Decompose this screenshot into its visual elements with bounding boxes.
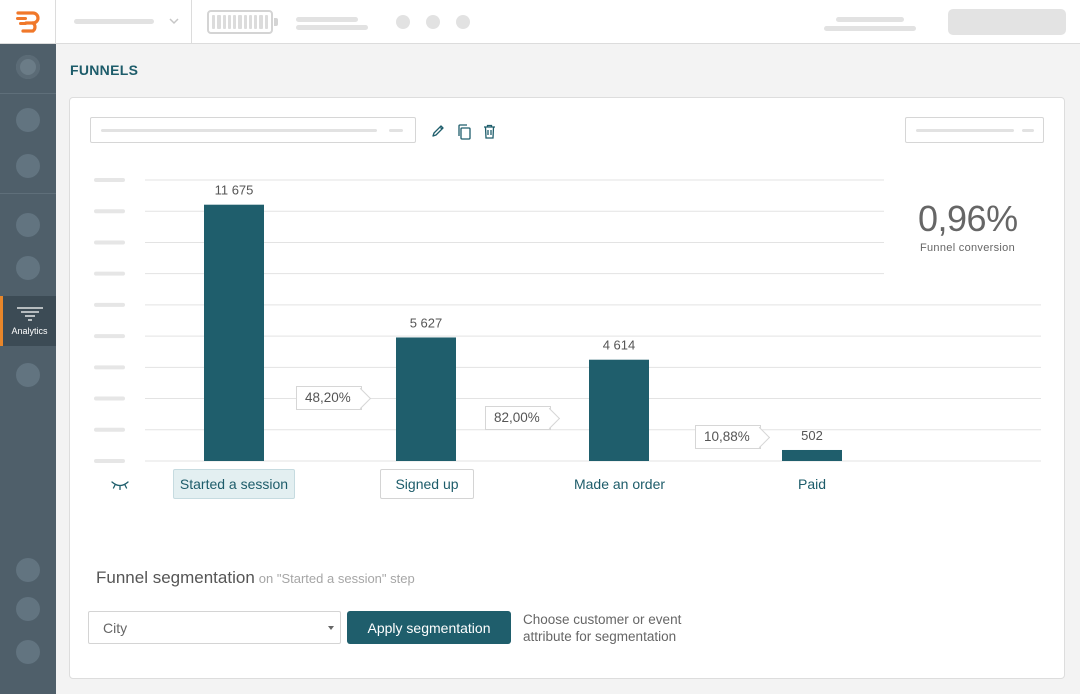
sidebar-divider <box>0 93 56 94</box>
funnel-name-field[interactable] <box>90 117 416 143</box>
app-logo[interactable] <box>0 0 56 44</box>
step-started-a-session[interactable]: Started a session <box>173 469 295 499</box>
apply-segmentation-button[interactable]: Apply segmentation <box>347 611 511 644</box>
sidebar-item-dot-icon[interactable] <box>16 256 40 280</box>
pencil-icon[interactable] <box>430 123 446 139</box>
segmentation-subtitle: on "Started a session" step <box>258 571 415 586</box>
field-placeholder-line <box>101 129 377 132</box>
topbar-placeholder-line <box>296 17 358 22</box>
topbar-dot-icon[interactable] <box>426 15 440 29</box>
topbar-placeholder-line <box>836 17 904 22</box>
trash-icon[interactable] <box>481 123 497 139</box>
sidebar-item-profile[interactable] <box>16 55 40 79</box>
copy-icon[interactable] <box>456 123 472 140</box>
topbar-placeholder-line <box>296 25 368 30</box>
logo-icon <box>15 11 40 33</box>
sidebar-item-dot-icon[interactable] <box>16 213 40 237</box>
segmentation-attribute-select[interactable]: City <box>88 611 341 644</box>
field-placeholder-line <box>916 129 1014 132</box>
top-bar <box>0 0 1080 44</box>
sidebar-item-analytics[interactable]: Analytics <box>0 296 56 346</box>
usage-battery <box>207 10 278 34</box>
conversion-rate-badge: 48,20% <box>296 386 362 410</box>
sidebar-item-dot-icon[interactable] <box>16 640 40 664</box>
sidebar-item-dot-icon[interactable] <box>16 597 40 621</box>
sidebar-divider <box>0 193 56 194</box>
project-select[interactable] <box>56 0 192 44</box>
sidebar-item-dot-icon[interactable] <box>16 363 40 387</box>
step-made-an-order[interactable]: Made an order <box>573 476 666 492</box>
topbar-dot-icon[interactable] <box>396 15 410 29</box>
sidebar: Analytics <box>0 44 56 694</box>
step-signed-up[interactable]: Signed up <box>380 469 474 499</box>
funnel-icon <box>16 307 43 321</box>
segmentation-hint: Choose customer or event attribute for s… <box>523 612 682 644</box>
funnel-conversion-label: Funnel conversion <box>920 242 1015 254</box>
field-placeholder-line <box>389 129 403 132</box>
sidebar-item-dot-icon[interactable] <box>16 154 40 178</box>
project-select-placeholder <box>74 19 154 24</box>
page-title: FUNNELS <box>70 62 139 78</box>
caret-down-icon <box>328 626 334 630</box>
eye-closed-icon[interactable] <box>110 478 130 492</box>
sidebar-item-dot-icon[interactable] <box>16 558 40 582</box>
sidebar-item-label: Analytics <box>11 326 48 336</box>
conversion-rate-badge: 82,00% <box>485 406 551 430</box>
segmentation-title-text: Funnel segmentation <box>96 568 255 587</box>
segmentation-select-value: City <box>103 619 128 636</box>
step-paid[interactable]: Paid <box>797 476 827 492</box>
funnel-card <box>69 97 1065 679</box>
chevron-down-icon <box>169 18 179 25</box>
topbar-dot-icon[interactable] <box>456 15 470 29</box>
topbar-action-button[interactable] <box>948 9 1066 35</box>
conversion-rate-badge: 10,88% <box>695 425 761 449</box>
funnel-conversion-value: 0,96% <box>918 198 1018 239</box>
segmentation-title: Funnel segmentation on "Started a session… <box>96 568 415 588</box>
field-placeholder-line <box>1022 129 1034 132</box>
topbar-placeholder-line <box>824 26 916 31</box>
date-range-select[interactable] <box>905 117 1044 143</box>
sidebar-item-dot-icon[interactable] <box>16 108 40 132</box>
